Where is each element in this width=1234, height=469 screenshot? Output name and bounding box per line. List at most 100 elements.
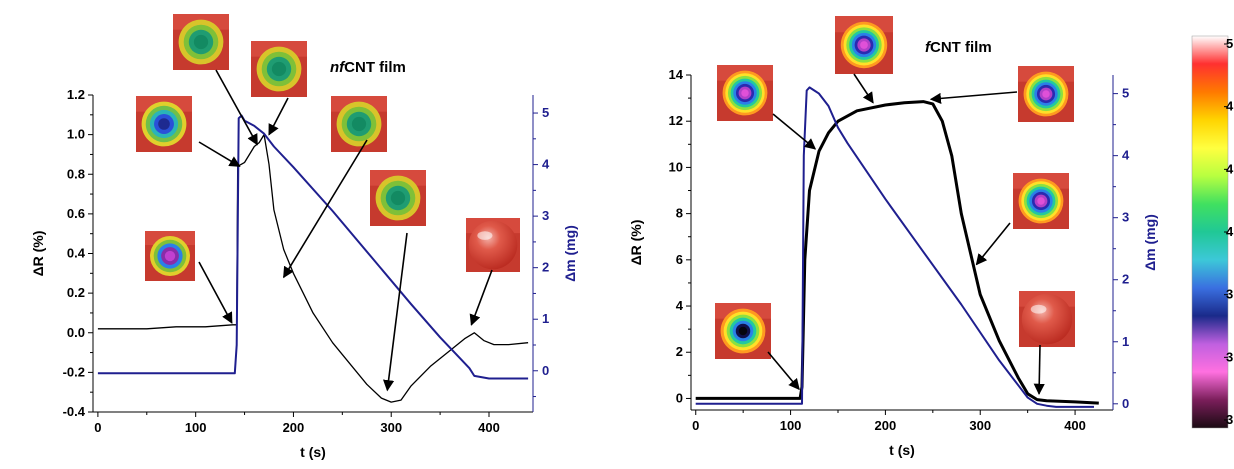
inset-ring xyxy=(1042,90,1050,98)
x-tick-label: 100 xyxy=(185,420,207,435)
inset-ring xyxy=(738,326,748,336)
inset-ring xyxy=(351,116,367,132)
x-tick-label: 0 xyxy=(692,418,699,433)
inset-image xyxy=(717,65,773,121)
inset-bead xyxy=(468,220,518,270)
inset-ring xyxy=(158,118,170,130)
chart-nfcnt-film: -0.4 -0.2 0.0 0.2 0.4 0.6 0.8 1.0 1.2 0 100 200 300 4… xyxy=(30,14,578,460)
colorbar-tick-label: 3 xyxy=(1226,412,1233,427)
y2-tick-label: 4 xyxy=(542,157,550,172)
colorbar-tick-label: 4 xyxy=(1226,161,1234,176)
annotation-arrow xyxy=(772,113,817,150)
y-tick-label: 8 xyxy=(676,206,683,221)
annotation-arrow xyxy=(198,261,233,324)
inset-ring xyxy=(390,190,406,206)
x-tick-label: 0 xyxy=(94,420,101,435)
chart-title-rest: CNT film xyxy=(930,39,992,56)
y-tick-label: 0.6 xyxy=(67,206,85,221)
y2-axis-title: Δm (mg) xyxy=(562,225,578,282)
inset-image xyxy=(1019,291,1075,347)
y-axis-title: ΔR (%) xyxy=(30,231,46,277)
annotation-arrow xyxy=(282,139,368,279)
inset-image xyxy=(835,16,893,74)
inset-ring xyxy=(193,34,209,50)
inset-highlight xyxy=(1030,304,1047,314)
annotation-arrow xyxy=(767,351,800,391)
inset-highlight xyxy=(477,231,493,240)
annotation-arrow xyxy=(1033,344,1045,395)
y-tick-label: 0.2 xyxy=(67,285,85,300)
chart-title: fCNT film xyxy=(925,39,992,56)
y-tick-label: -0.2 xyxy=(63,364,85,379)
x-axis-title: t (s) xyxy=(889,442,915,458)
inset-ring xyxy=(741,89,749,97)
colorbar-rect xyxy=(1191,35,1229,429)
inset-image xyxy=(145,231,195,281)
inset-image xyxy=(331,96,387,152)
inset-ring xyxy=(271,61,287,77)
annotation-arrow xyxy=(469,269,493,326)
annotation-arrow xyxy=(215,69,258,146)
series-line-mass xyxy=(695,86,1094,408)
y2-tick-label: 3 xyxy=(1122,210,1129,225)
y2-tick-label: 1 xyxy=(1122,334,1129,349)
x-tick-label: 200 xyxy=(875,418,897,433)
chart-title-italic: f xyxy=(925,39,932,56)
annotation-arrow xyxy=(383,232,408,392)
y-tick-label: 0.0 xyxy=(67,325,85,340)
y-tick-label: 6 xyxy=(676,252,683,267)
y-tick-label: 1.0 xyxy=(67,127,85,142)
inset-bead xyxy=(1021,293,1073,345)
y2-axis-title: Δm (mg) xyxy=(1142,214,1158,271)
inset-ring xyxy=(860,41,868,49)
y-axis-title: ΔR (%) xyxy=(628,220,644,266)
chart-title-rest: CNT film xyxy=(344,59,406,76)
y2-tick-label: 1 xyxy=(542,311,549,326)
y-tick-label: 4 xyxy=(676,298,684,313)
y2-tick-label: 4 xyxy=(1122,148,1130,163)
inset-ring xyxy=(164,250,176,262)
y2-tick-label: 5 xyxy=(542,105,549,120)
y2-tick-label: 0 xyxy=(1122,396,1129,411)
x-tick-label: 300 xyxy=(969,418,991,433)
x-tick-label: 300 xyxy=(380,420,402,435)
y-tick-label: 0.4 xyxy=(67,246,86,261)
y-tick-label: 12 xyxy=(669,113,683,128)
series-line-mass xyxy=(97,114,529,380)
x-axis-title: t (s) xyxy=(300,444,326,460)
x-tick-label: 400 xyxy=(1064,418,1086,433)
y2-tick-label: 2 xyxy=(1122,272,1129,287)
series-line-resistance xyxy=(97,133,529,403)
y-tick-label: 0 xyxy=(676,390,683,405)
colorbar: 5 4 4 4 3 3 3 xyxy=(1191,35,1234,429)
y2-tick-label: 0 xyxy=(542,363,549,378)
annotation-arrow xyxy=(853,73,874,104)
inset-image xyxy=(251,41,307,97)
colorbar-tick-label: 5 xyxy=(1226,36,1233,51)
x-tick-label: 200 xyxy=(283,420,305,435)
y2-tick-label: 3 xyxy=(542,208,549,223)
annotation-arrow xyxy=(975,222,1011,266)
colorbar-tick-label: 3 xyxy=(1226,287,1233,302)
y-tick-label: 10 xyxy=(669,159,683,174)
chart-title-italic: nf xyxy=(330,59,346,76)
annotation-arrow xyxy=(929,91,1018,104)
x-tick-label: 100 xyxy=(780,418,802,433)
y2-tick-label: 5 xyxy=(1122,86,1129,101)
y2-tick-label: 2 xyxy=(542,260,549,275)
x-tick-label: 400 xyxy=(478,420,500,435)
y-tick-label: 1.2 xyxy=(67,87,85,102)
y-tick-label: 0.8 xyxy=(67,166,85,181)
inset-image xyxy=(715,303,771,359)
annotation-arrow xyxy=(268,97,289,136)
y-tick-label: -0.4 xyxy=(63,404,86,419)
inset-image xyxy=(173,14,229,70)
colorbar-tick-label: 4 xyxy=(1226,99,1234,114)
annotation-arrow xyxy=(198,141,241,168)
inset-image xyxy=(370,170,426,226)
inset-image xyxy=(1013,173,1069,229)
inset-image xyxy=(1018,66,1074,122)
